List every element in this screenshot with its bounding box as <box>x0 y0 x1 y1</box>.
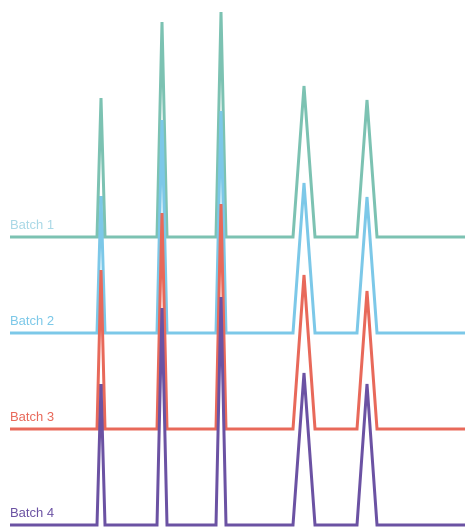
series-line <box>10 11 465 239</box>
series-line <box>10 110 465 335</box>
series-label: Batch 2 <box>10 313 54 328</box>
series-line <box>10 296 465 527</box>
series-label: Batch 1 <box>10 217 54 232</box>
series-line <box>10 203 465 431</box>
series-label: Batch 3 <box>10 409 54 424</box>
series-label: Batch 4 <box>10 505 54 520</box>
